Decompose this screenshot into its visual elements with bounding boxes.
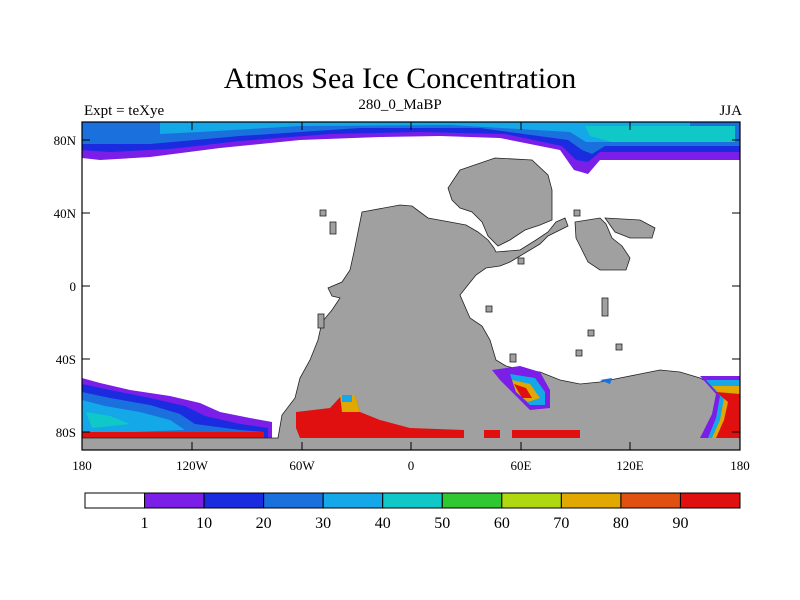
colorbar-box — [501, 492, 562, 509]
colorbar-box — [560, 492, 622, 509]
lon-label-180w: 180 — [72, 458, 92, 473]
colorbar: 1 10 20 30 40 50 60 70 80 90 — [84, 492, 741, 532]
lon-label-60e: 60E — [511, 458, 532, 473]
lat-label-80n: 80N — [54, 133, 77, 148]
colorbar-box — [620, 492, 681, 509]
map-title: Atmos Sea Ice Concentration — [223, 62, 577, 95]
colorbar-label: 1 — [141, 515, 149, 532]
colorbar-label: 30 — [315, 515, 331, 532]
period-label: 280_0_MaBP — [358, 97, 442, 113]
colorbar-label: 50 — [434, 515, 450, 532]
colorbar-label: 20 — [256, 515, 272, 532]
colorbar-box — [441, 492, 503, 509]
southern-ice-west — [82, 378, 272, 438]
colorbar-box — [382, 492, 443, 509]
lon-label-0: 0 — [408, 458, 415, 473]
colorbar-label: 70 — [553, 515, 569, 532]
colorbar-label: 90 — [672, 515, 688, 532]
colorbar-box — [84, 492, 146, 509]
colorbar-label: 80 — [613, 515, 629, 532]
colorbar-box — [144, 492, 205, 509]
southern-ice-central — [296, 395, 580, 438]
colorbar-label: 60 — [494, 515, 510, 532]
colorbar-box — [322, 492, 384, 509]
southern-ice-east — [492, 366, 550, 410]
east-peninsula — [604, 217, 656, 239]
lon-label-60w: 60W — [289, 458, 315, 473]
colorbar-label: 10 — [196, 515, 212, 532]
experiment-label: Expt = teXye — [84, 103, 165, 119]
lon-label-180e: 180 — [730, 458, 750, 473]
lat-label-0: 0 — [70, 279, 77, 294]
lat-label-40n: 40N — [54, 206, 77, 221]
lat-label-40s: 40S — [56, 352, 76, 367]
tick-marks — [82, 122, 740, 450]
season-label: JJA — [719, 103, 742, 119]
lon-label-120e: 120E — [616, 458, 644, 473]
colorbar-box — [263, 492, 324, 509]
east-landmass — [574, 217, 631, 271]
colorbar-box — [203, 492, 265, 509]
lat-label-80s: 80S — [56, 425, 76, 440]
colorbar-label: 40 — [375, 515, 391, 532]
northern-continent — [447, 157, 553, 247]
arctic-sea-ice — [82, 122, 740, 174]
land-masses — [81, 157, 741, 451]
map-plot: 80N 40N 0 40S 80S 180 120W 60W 0 60E 120… — [54, 121, 750, 473]
southern-ice-far-east — [600, 376, 740, 438]
lon-label-120w: 120W — [176, 458, 209, 473]
colorbar-box — [679, 492, 741, 509]
